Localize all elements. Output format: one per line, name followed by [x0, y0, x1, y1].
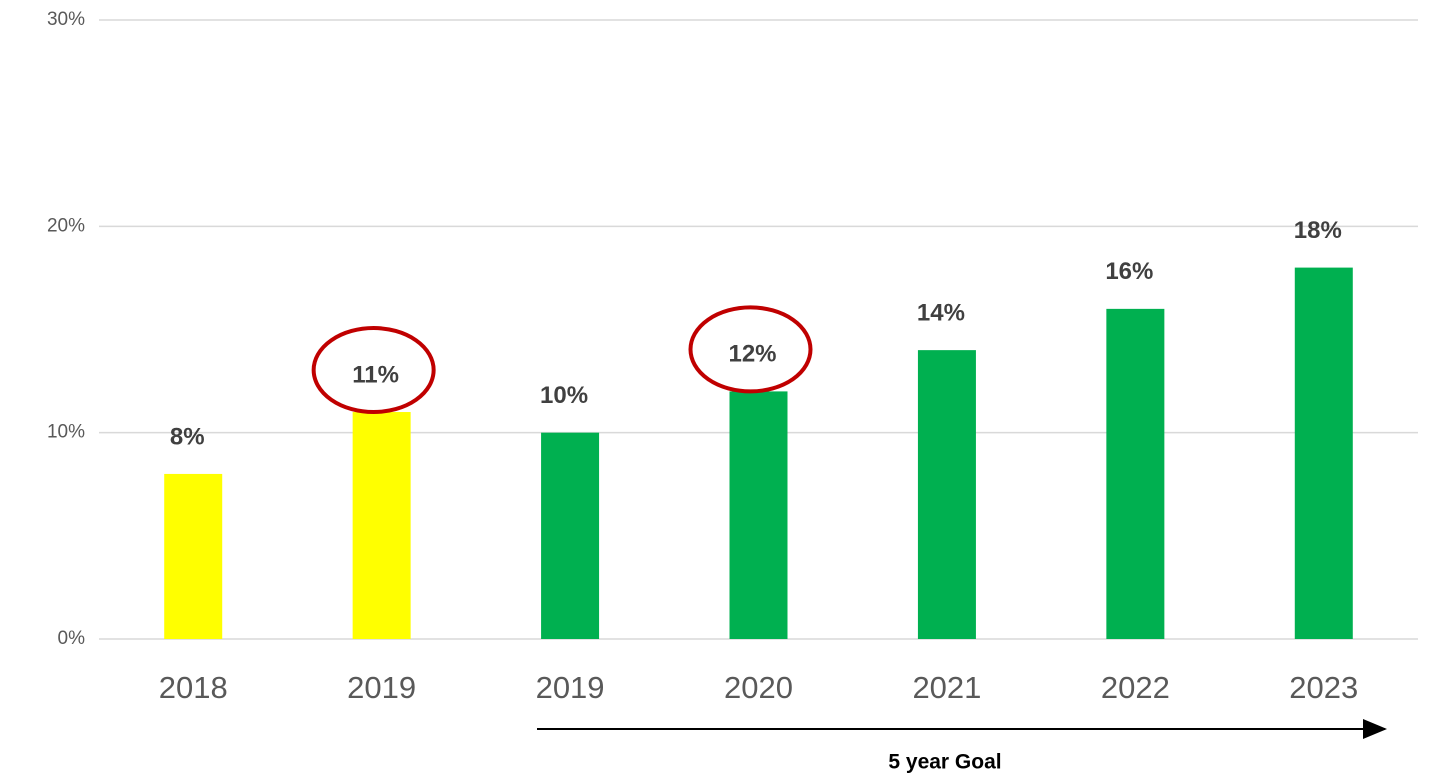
y-tick-label: 20%	[47, 215, 85, 236]
bar	[1294, 267, 1353, 639]
x-tick-label: 2020	[724, 670, 793, 705]
x-tick-label: 2021	[912, 670, 981, 705]
highlight-circle	[311, 326, 436, 415]
value-label: 10%	[540, 382, 588, 409]
value-label: 8%	[170, 423, 205, 450]
value-label: 16%	[1105, 258, 1153, 285]
value-label: 12%	[728, 341, 776, 368]
bar	[1106, 308, 1165, 639]
bar	[729, 391, 788, 639]
x-tick-label: 2019	[536, 670, 605, 705]
bar	[352, 412, 411, 639]
x-tick-label: 2022	[1101, 670, 1170, 705]
y-tick-label: 30%	[47, 9, 85, 30]
value-label: 14%	[917, 299, 965, 326]
y-tick-label: 0%	[58, 628, 86, 649]
x-tick-label: 2023	[1289, 670, 1358, 705]
value-label: 11%	[352, 361, 399, 388]
x-tick-label: 2018	[159, 670, 228, 705]
bar	[541, 432, 600, 639]
bar	[917, 350, 976, 639]
bar	[164, 473, 223, 639]
y-tick-label: 10%	[47, 422, 85, 443]
annotation: 5 year Goal	[888, 751, 1001, 774]
x-tick-label: 2019	[347, 670, 416, 705]
highlight-circle	[688, 305, 813, 394]
value-label: 18%	[1294, 217, 1342, 244]
